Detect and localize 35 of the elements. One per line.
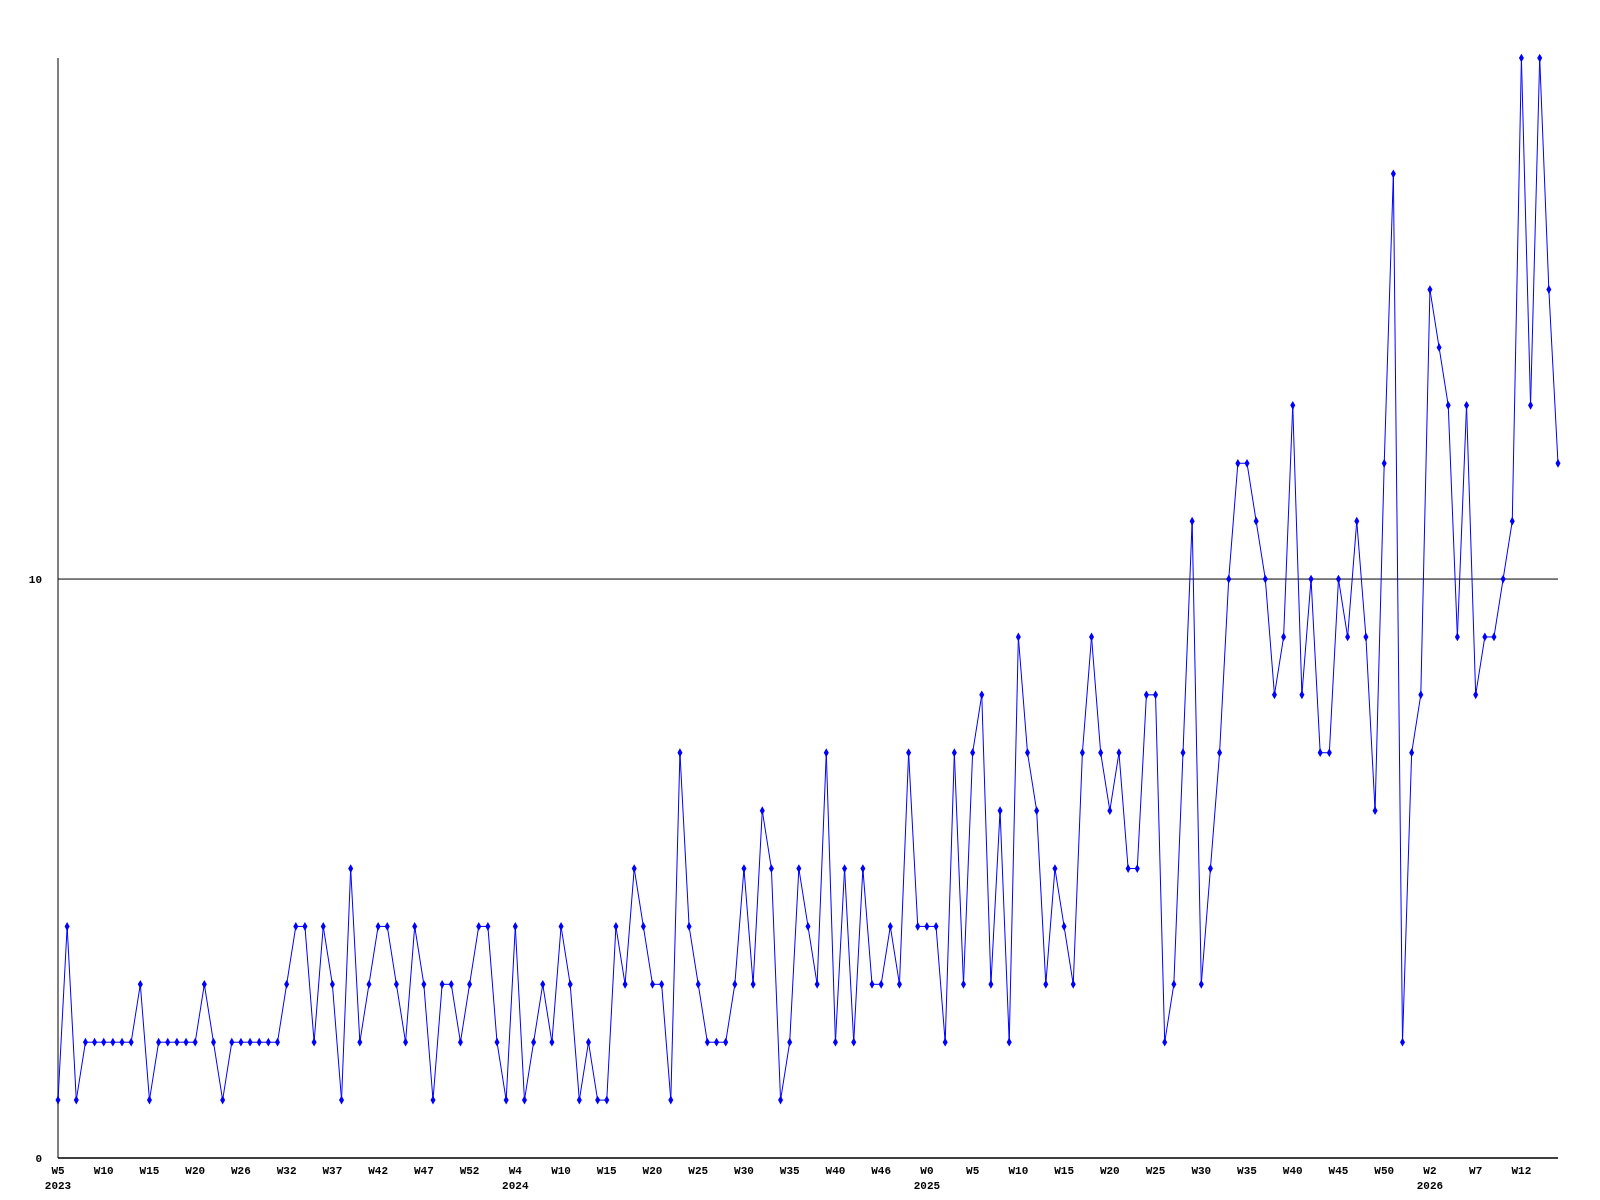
x-tick-label: W0 2025 [913, 1165, 941, 1192]
x-tick-label: W4 2024 [502, 1165, 529, 1192]
x-tick-label: W32 [276, 1165, 297, 1177]
x-tick-label: W35 [779, 1165, 800, 1177]
x-tick-label: W52 [459, 1165, 480, 1177]
x-tick-label: W10 [93, 1165, 114, 1177]
x-tick-label: W30 [1191, 1165, 1212, 1177]
x-tick-label: W35 [1237, 1165, 1258, 1177]
x-tick-label: W47 [413, 1165, 434, 1177]
x-tick-label: W12 [1511, 1165, 1532, 1177]
y-tick-label: 10 [28, 573, 42, 586]
x-tick-label: W7 [1469, 1165, 1483, 1177]
x-tick-label: W26 [231, 1165, 251, 1177]
x-tick-label: W20 [1099, 1165, 1120, 1177]
x-tick-label: W2 2026 [1416, 1165, 1444, 1192]
x-tick-label: W25 [688, 1165, 709, 1177]
x-tick-label: W42 [368, 1165, 389, 1177]
x-tick-label: W45 [1328, 1165, 1349, 1177]
x-tick-label: W10 [1008, 1165, 1029, 1177]
x-tick-label: W30 [734, 1165, 754, 1177]
x-tick-label: W15 [596, 1165, 618, 1177]
x-tick-label: W5 2023 [44, 1165, 72, 1192]
x-tick-label: W40 [1282, 1165, 1303, 1177]
x-tick-label: W37 [322, 1165, 343, 1177]
x-tick-label: W20 [185, 1165, 206, 1177]
x-tick-label: W5 [966, 1165, 980, 1177]
x-tick-label: W50 [1374, 1165, 1395, 1177]
x-tick-label: W46 [871, 1165, 892, 1177]
x-tick-label: W25 [1145, 1165, 1166, 1177]
x-tick-label: W20 [642, 1165, 663, 1177]
x-tick-label: W15 [139, 1165, 160, 1177]
x-tick-label: W40 [825, 1165, 846, 1177]
x-tick-label: W10 [551, 1165, 571, 1177]
y-tick-label: 0 [35, 1152, 42, 1165]
x-tick-label: W15 [1054, 1165, 1075, 1177]
